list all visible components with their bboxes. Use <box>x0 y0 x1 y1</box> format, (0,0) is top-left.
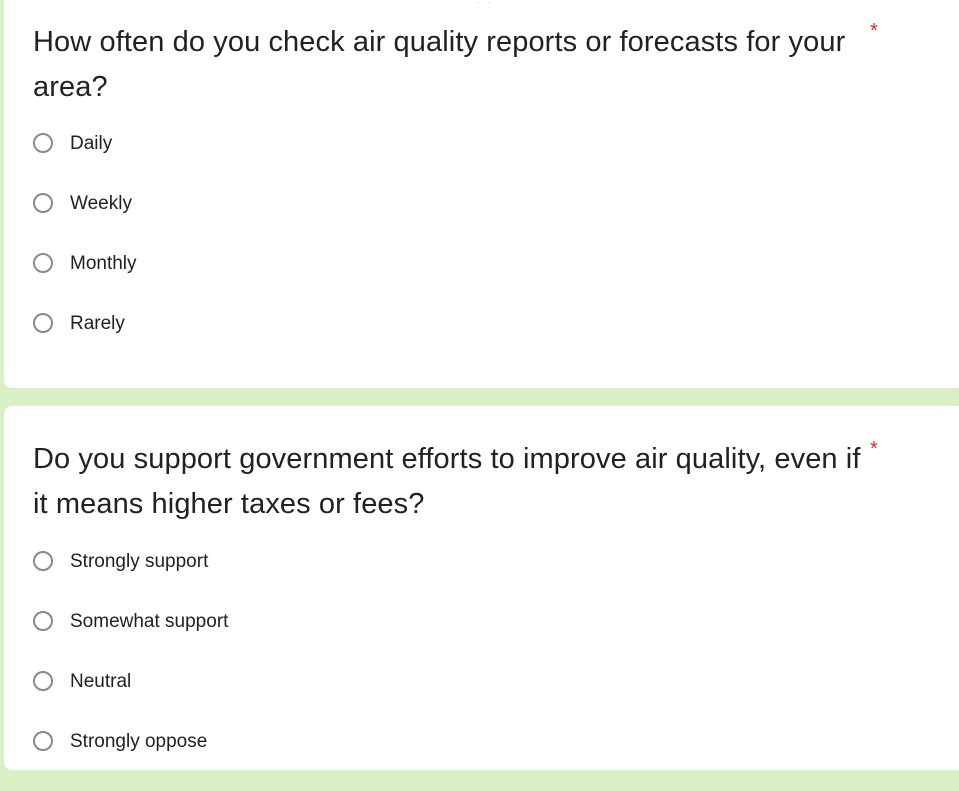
drag-handle-icon[interactable]: ⋮⋮ <box>473 0 495 5</box>
radio-option-label: Rarely <box>70 313 125 334</box>
radio-option-label: Somewhat support <box>70 611 229 632</box>
radio-option-daily[interactable]: Daily <box>33 133 137 193</box>
radio-button-icon[interactable] <box>33 133 53 153</box>
radio-option-monthly[interactable]: Monthly <box>33 253 137 313</box>
radio-button-icon[interactable] <box>33 731 53 751</box>
radio-option-strongly-oppose[interactable]: Strongly oppose <box>33 731 228 791</box>
radio-button-icon[interactable] <box>33 671 53 691</box>
radio-option-group: Strongly support Somewhat support Neutra… <box>33 551 228 791</box>
radio-option-label: Monthly <box>70 253 137 274</box>
radio-button-icon[interactable] <box>33 611 53 631</box>
radio-option-label: Strongly oppose <box>70 731 208 752</box>
radio-option-label: Daily <box>70 133 113 154</box>
required-asterisk: * <box>870 438 878 460</box>
required-asterisk: * <box>870 20 878 42</box>
question-card-government-support: Do you support government efforts to imp… <box>4 406 959 770</box>
radio-option-label: Neutral <box>70 671 132 692</box>
radio-button-icon[interactable] <box>33 193 53 213</box>
radio-option-label: Strongly support <box>70 551 209 572</box>
radio-option-label: Weekly <box>70 193 132 214</box>
radio-option-strongly-support[interactable]: Strongly support <box>33 551 228 611</box>
radio-option-neutral[interactable]: Neutral <box>33 671 228 731</box>
radio-option-rarely[interactable]: Rarely <box>33 313 137 373</box>
question-card-air-quality-frequency: ⋮⋮ How often do you check air quality re… <box>4 0 959 388</box>
radio-option-somewhat-support[interactable]: Somewhat support <box>33 611 228 671</box>
radio-option-weekly[interactable]: Weekly <box>33 193 137 253</box>
radio-button-icon[interactable] <box>33 551 53 571</box>
radio-button-icon[interactable] <box>33 313 53 333</box>
question-title: How often do you check air quality repor… <box>33 26 846 103</box>
question-title: Do you support government efforts to imp… <box>33 443 861 520</box>
radio-button-icon[interactable] <box>33 253 53 273</box>
radio-option-group: Daily Weekly Monthly Rarely <box>33 133 137 373</box>
